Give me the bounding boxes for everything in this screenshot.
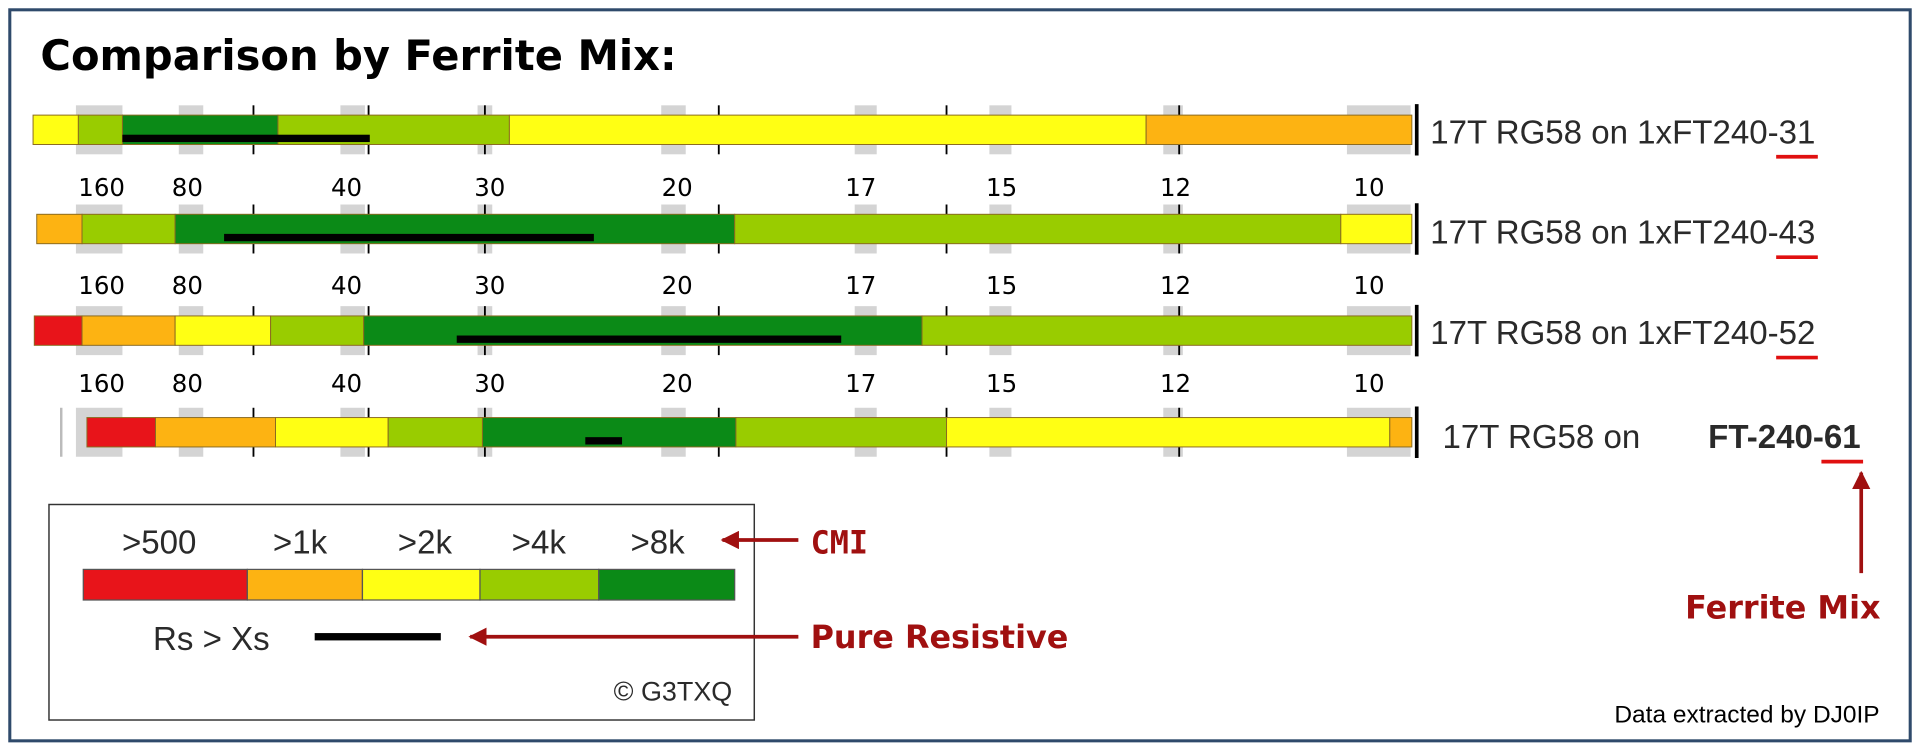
cmi-level-label: >2k [398, 524, 453, 561]
cmi-segment [921, 315, 1413, 346]
mix-number: 31 [1779, 114, 1816, 151]
mix-number: 52 [1779, 315, 1816, 352]
row-label: 17T RG58 on 1xFT240-52 [1430, 315, 1815, 352]
cmi-level-swatch [82, 568, 248, 601]
cmi-level-label: >8k [630, 524, 685, 561]
legend-box [48, 503, 756, 721]
band-label: 15 [986, 173, 1017, 202]
band-label: 30 [474, 173, 505, 202]
ferrite-row: 17T RG58 on 1xFT240-43 160 80 40 30 20 17 15 12 1… [36, 203, 1818, 300]
cmi-segment [155, 417, 276, 448]
band-label: 17 [845, 271, 876, 300]
row-label-text: 17T RG58 on 1xFT240- [1430, 114, 1778, 151]
row-label: 17T RG58 on 1xFT240-31 [1430, 114, 1815, 151]
cmi-level-swatch [598, 568, 736, 601]
band-label: 160 [78, 271, 125, 300]
band-label: 10 [1353, 369, 1384, 398]
credit: © G3TXQ [614, 676, 733, 706]
cmi-level-swatch [246, 568, 364, 601]
cmi-segment [86, 417, 156, 448]
cmi-level-label: >4k [512, 524, 567, 561]
band-label: 12 [1160, 173, 1191, 202]
band-label: 20 [662, 173, 693, 202]
source: Data extracted by DJ0IP [1614, 701, 1879, 728]
ferrite-row: 17T RG58 on 1xFT240-31 160 80 40 30 20 17 15 12 1… [32, 104, 1818, 202]
cmi-level-label: >1k [273, 524, 328, 561]
mix-label: FT-240-61 [1708, 419, 1860, 456]
mix-prefix: FT-240- [1708, 419, 1824, 456]
cmi-segment [36, 213, 83, 245]
cmi-segment [32, 114, 79, 145]
cmi-segment [174, 315, 272, 346]
ferrite-row: 17T RG58 on 1xFT240-52 160 80 40 30 20 17 15 12 1… [33, 304, 1818, 398]
mix-annotation: Ferrite Mix [1685, 588, 1881, 626]
cmi-segment [33, 315, 83, 346]
resistive-annotation: Pure Resistive [811, 618, 1069, 656]
cmi-segment [270, 315, 365, 346]
mix-number: 61 [1824, 419, 1861, 456]
cmi-annotation: CMI [811, 523, 869, 561]
band-label: 12 [1160, 369, 1191, 398]
band-label: 15 [986, 271, 1017, 300]
band-label: 160 [78, 369, 125, 398]
cmi-segment [275, 417, 389, 448]
band-label: 17 [845, 369, 876, 398]
cmi-segment [508, 114, 1147, 145]
cmi-level-swatch [479, 568, 600, 601]
band-label: 80 [172, 369, 203, 398]
cmi-segment [1145, 114, 1413, 145]
band-label: 40 [331, 271, 362, 300]
band-label: 20 [662, 369, 693, 398]
cmi-segment [735, 417, 948, 448]
title: Comparison by Ferrite Mix: [40, 31, 676, 80]
cmi-segment [81, 213, 176, 245]
legend: >500 >1k >2k >4k >8k [82, 524, 736, 601]
band-label: 30 [474, 271, 505, 300]
row-label-text: 17T RG58 on 1xFT240- [1430, 215, 1778, 252]
mix-number: 43 [1779, 215, 1816, 252]
legend-resistive: Rs > Xs [153, 621, 270, 658]
cmi-segment [81, 315, 176, 346]
band-label: 30 [474, 369, 505, 398]
band-label: 80 [172, 271, 203, 300]
legend-resistive-line [314, 633, 441, 641]
cmi-segment [946, 417, 1391, 448]
cmi-level-swatch [361, 568, 481, 601]
resistive-bar [585, 437, 623, 445]
cmi-segment [387, 417, 483, 448]
cmi-segment [1389, 417, 1413, 448]
cmi-segment [1340, 213, 1413, 245]
band-label: 12 [1160, 271, 1191, 300]
band-label: 17 [845, 173, 876, 202]
band-label: 15 [986, 369, 1017, 398]
band-label: 10 [1353, 173, 1384, 202]
cmi-segment [734, 213, 1342, 245]
cmi-segment [77, 114, 123, 145]
row-label-text: 17T RG58 on 1xFT240- [1430, 315, 1778, 352]
row-label: 17T RG58 on 1xFT240-43 [1430, 215, 1815, 252]
band-label: 10 [1353, 271, 1384, 300]
cmi-level-label: >500 [122, 524, 196, 561]
resistive-bar [122, 134, 370, 143]
band-label: 40 [331, 173, 362, 202]
row-label: 17T RG58 on [1442, 419, 1640, 456]
band-label: 160 [78, 173, 125, 202]
ferrite-row: 17T RG58 on FT-240-61 [60, 406, 1864, 464]
resistive-bar [456, 335, 842, 343]
band-label: 40 [331, 369, 362, 398]
resistive-bar [224, 233, 594, 242]
band-label: 20 [662, 271, 693, 300]
band-label: 80 [172, 173, 203, 202]
